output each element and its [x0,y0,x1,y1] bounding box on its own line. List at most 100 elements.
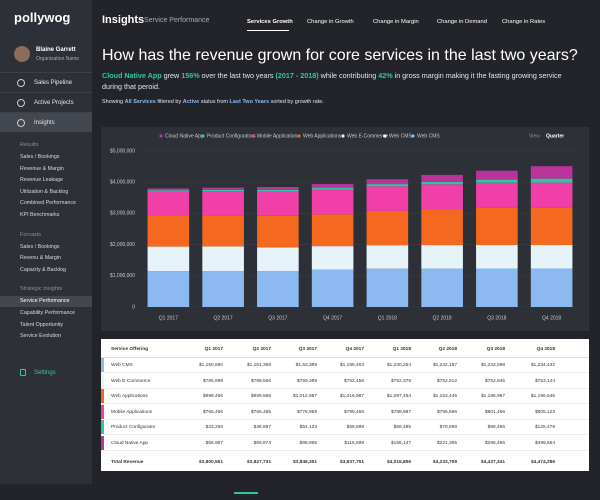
bar-segment [257,191,299,216]
nav-subitem[interactable]: Sales / Bookings [20,243,60,250]
table-cell: $1,153,445 [432,394,457,399]
text: grew [161,71,182,80]
bar-segment [202,189,244,192]
row-color-stripe [101,420,104,434]
tab[interactable]: Change in Rates [502,19,546,25]
nav-subitem[interactable]: Service Evolution [20,333,61,340]
nav-subitem[interactable]: Talent Opportunity [20,321,63,328]
table-cell: $4,474,286 [530,460,555,465]
nav-subitem[interactable]: Revenue & Margin [20,165,64,172]
tab[interactable]: Change in Margin [373,19,419,25]
row-label: Product Configurator [111,425,156,430]
bar-segment [421,209,463,246]
nav-subitem[interactable]: Capability Performance [20,310,76,316]
filter-line: Showing All Services filtered by Active … [102,99,324,105]
bar-segment [476,245,518,269]
bar-segment [476,179,518,183]
nav-subitem[interactable]: Revenue Leakage [20,177,63,184]
view-label: View [529,133,540,139]
table-cell: $3,937,751 [339,460,364,465]
x-tick-label: Q3 2017 [268,315,287,321]
nav-subitem[interactable]: Utilization & Backlog [20,188,69,195]
summary: Cloud Native App grew 156% over the last… [102,70,582,92]
row-divider [101,372,589,373]
row-label: Total Revenue [111,460,144,465]
table-cell: $789,566 [250,378,271,384]
row-divider [101,434,589,435]
y-tick-label: $1,000,000 [110,273,135,279]
nav-icon [17,79,25,87]
filter-link[interactable]: Last Two Years [229,99,270,105]
table-cell: Q4 2017 [345,347,364,352]
row-color-stripe [101,435,104,450]
bar-segment [311,214,354,247]
scroll-indicator [234,492,258,494]
bar-segment [311,184,354,188]
table-cell: $752,845 [484,378,505,384]
nav-icon [17,99,25,107]
nav-item[interactable]: Insights [0,112,92,132]
table-cell: Q3 2018 [486,347,505,352]
bar-segment [202,191,244,216]
table-cell: $48,897 [253,425,271,430]
nav-subitem[interactable]: Capacity & Backlog [20,266,66,273]
table-divider [101,357,589,358]
table-cell: $1,097,454 [386,394,411,399]
nav-subitem[interactable]: Service Performance [0,296,92,308]
x-tick-label: Q4 2018 [542,315,561,321]
nav-item[interactable]: Sales Pipeline [0,72,92,92]
filter-link[interactable]: Active [182,99,200,105]
view-select[interactable]: Quarter [546,133,564,139]
legend-label: Cloud Native App [165,133,204,139]
headline: How has the revenue grown for core servi… [102,47,578,64]
table-cell: $221,365 [436,440,457,446]
data-table: Service Offering Q1 2017 Q2 2017 Q3 2017 Q4 … [101,339,589,471]
tab[interactable]: Services Growth [247,19,293,25]
nav-subitem[interactable]: KPI Benchmarks [20,212,60,218]
table-cell: $69,874 [253,440,271,446]
table-cell: $1,196,546 [530,394,555,399]
bar-segment [202,215,244,247]
tab[interactable]: Change in Growth [307,19,354,25]
table-cell: $752,378 [390,378,411,384]
user-name[interactable]: Blaine Garrett [36,47,76,53]
legend-swatch [411,134,415,138]
row-divider [101,418,589,420]
table-cell: $799,456 [343,409,364,415]
org-name: Organization Name [36,56,80,62]
table-cell: $1,150,690 [198,363,223,368]
legend-label: Product Configurators [207,133,256,139]
logo[interactable]: pollywog [14,10,71,25]
bar-segment [476,170,518,180]
nav-subitem[interactable]: Revenu & Margin [20,255,61,262]
bar-segment [257,186,299,190]
page-subtitle: Service Performance [144,17,210,24]
nav-subitem[interactable]: Combined Performance [20,200,76,207]
bar-segment [147,215,190,247]
table-cell: Q3 2017 [298,347,317,352]
bar-segment [421,174,463,182]
x-tick-label: Q2 2017 [214,315,233,321]
row-color-stripe [101,358,104,372]
row-divider [101,403,589,404]
table-cell: Q2 2018 [438,347,457,352]
table-cell: $999,568 [250,394,271,399]
row-label: Web Applications [111,394,148,399]
table-cell: $766,465 [250,409,271,415]
settings[interactable]: Settings [34,370,56,376]
nav-item[interactable]: Active Projects [0,92,92,112]
nav-subitem[interactable]: Sales / Bookings [20,154,60,160]
bar-segment [202,187,244,190]
legend-label: Web E-Commerce [347,133,388,139]
bar-segment [257,215,299,248]
bar-segment [366,186,409,211]
table-cell: Q2 2017 [252,347,271,352]
table-cell: $795,696 [436,409,457,415]
filter-link[interactable]: All Services [124,99,156,105]
legend-label: Web Applications [303,133,342,139]
table-cell: $1,016,987 [339,394,364,399]
text: (2017 - 2018) [275,71,319,80]
tab[interactable]: Change in Demand [437,19,487,25]
table-cell: $789,987 [390,409,411,415]
row-color-stripe [101,389,104,403]
